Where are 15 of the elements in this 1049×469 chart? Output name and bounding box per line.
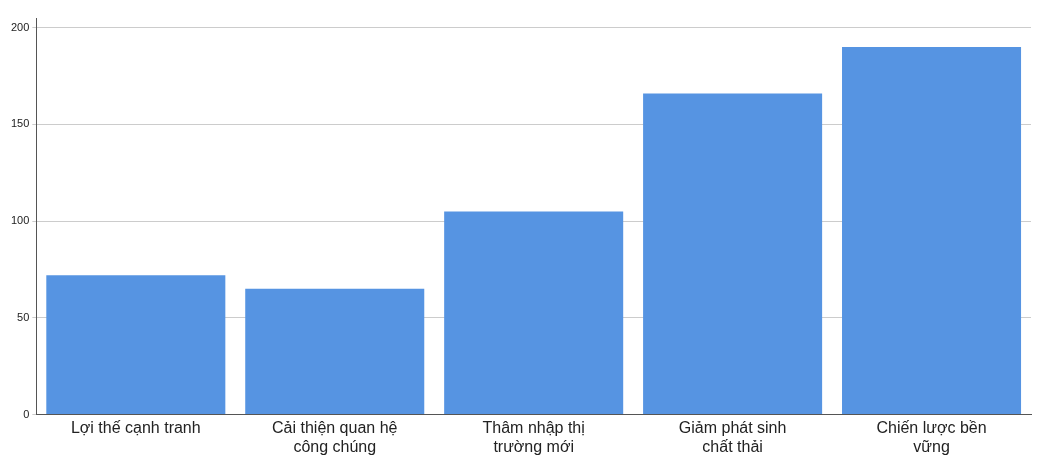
x-tick-label: Thâm nhập thị trường mới — [482, 418, 585, 455]
bar — [842, 47, 1022, 415]
bar — [245, 288, 425, 415]
x-tick-label: Lợi thế cạnh tranh — [70, 418, 201, 436]
bar — [444, 211, 624, 415]
x-tick-label: Chiến lược bền vững — [876, 418, 987, 455]
y-tick-label: 100 — [10, 214, 30, 227]
y-tick-label: 150 — [10, 117, 30, 130]
y-tick-label: 200 — [10, 20, 30, 33]
bar — [643, 93, 823, 415]
y-tick-label: 0 — [23, 407, 30, 420]
x-tick-label: Cải thiện quan hệ công chúng — [272, 418, 398, 455]
x-tick-label: Giảm phát sinh chất thải — [678, 418, 787, 455]
y-tick-label: 50 — [17, 310, 30, 323]
bar — [46, 275, 226, 415]
